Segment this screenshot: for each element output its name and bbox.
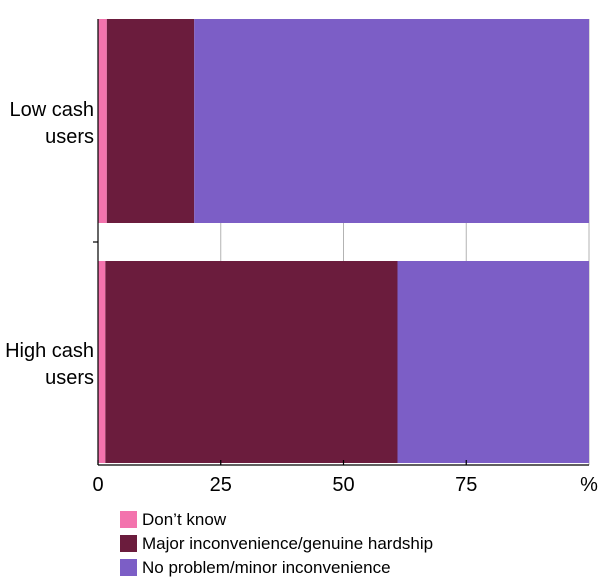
legend-item-no-problem: No problem/minor inconvenience xyxy=(120,555,433,579)
bar-segment-low-0 xyxy=(98,19,107,223)
legend-label-major-inconvenience: Major inconvenience/genuine hardship xyxy=(142,533,434,553)
bar-segment-low-1 xyxy=(106,19,195,223)
category-label: High cash xyxy=(5,340,94,362)
legend-label-no-problem: No problem/minor inconvenience xyxy=(142,557,391,577)
bar-segment-high-0 xyxy=(98,261,106,463)
legend-label-dont-know: Don’t know xyxy=(142,509,227,529)
category-label: users xyxy=(45,126,94,148)
bar-segment-low-2 xyxy=(194,19,589,223)
x-tick-label: 75 xyxy=(455,474,477,496)
legend: Don’t know Major inconvenience/genuine h… xyxy=(120,507,433,579)
legend-item-major-inconvenience: Major inconvenience/genuine hardship xyxy=(120,531,433,555)
bar-segment-high-2 xyxy=(397,261,589,463)
legend-swatch-dont-know xyxy=(120,510,137,528)
legend-item-dont-know: Don’t know xyxy=(120,507,433,531)
category-label: users xyxy=(45,367,94,389)
legend-swatch-no-problem xyxy=(120,558,137,576)
category-label: Low cash xyxy=(10,99,95,121)
x-unit-label: % xyxy=(580,474,598,496)
legend-swatch-major-inconvenience xyxy=(120,534,137,552)
x-tick-label: 25 xyxy=(210,474,232,496)
bar-segment-high-1 xyxy=(105,261,398,463)
x-tick-label: 0 xyxy=(92,474,103,496)
x-tick-label: 50 xyxy=(332,474,354,496)
